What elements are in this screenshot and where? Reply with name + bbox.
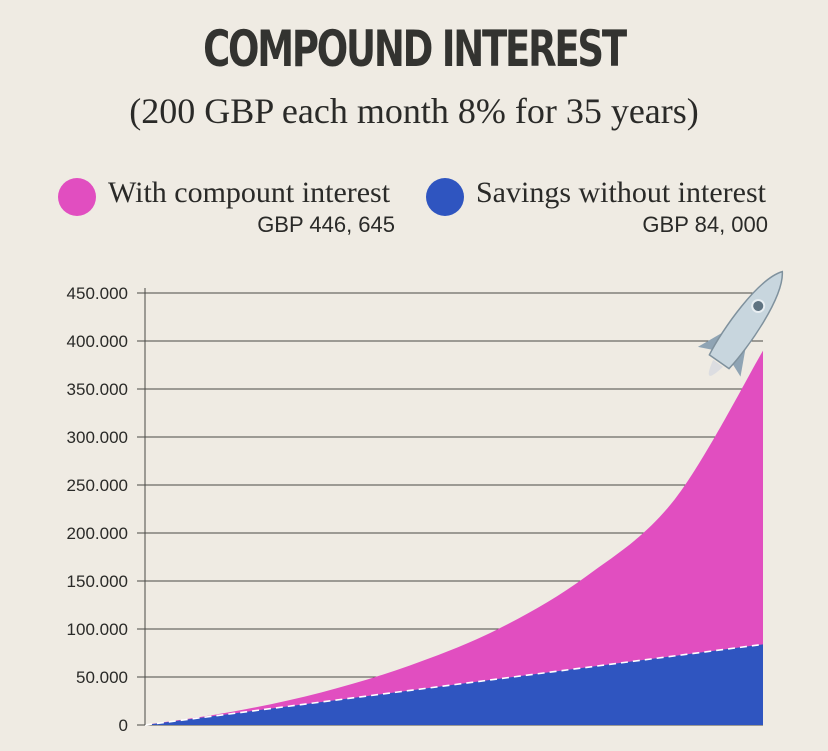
rocket-fin-left xyxy=(697,331,725,350)
savings-dashed-line xyxy=(144,643,764,726)
area-compound-interest xyxy=(145,350,763,725)
chart-subtitle: (200 GBP each month 8% for 35 years) xyxy=(129,91,699,131)
y-tick-label: 150.000 xyxy=(67,572,128,591)
rocket-graphic xyxy=(697,270,784,377)
legend-value-compound: GBP 446, 645 xyxy=(257,212,395,237)
legend-swatch-compound xyxy=(58,178,96,216)
legend-label-compound: With compount interest xyxy=(108,176,391,209)
chart-areas xyxy=(144,350,764,726)
y-tick-label: 250.000 xyxy=(67,476,128,495)
area-savings xyxy=(145,644,763,725)
y-axis: 0 50.000 100.000 150.000 200.000 250.000 300.0… xyxy=(67,284,146,735)
y-tick-label: 0 xyxy=(119,716,128,735)
legend-label-savings: Savings without interest xyxy=(476,176,766,209)
legend-swatch-savings xyxy=(426,178,464,216)
rocket-window xyxy=(751,299,766,314)
area-chart: 0 50.000 100.000 150.000 200.000 250.000 300.0… xyxy=(67,270,784,735)
chart-title: COMPOUND INTEREST xyxy=(203,20,627,78)
y-tick-label: 300.000 xyxy=(67,428,128,447)
rocket-exhaust xyxy=(708,359,723,376)
rocket-body xyxy=(708,270,784,370)
y-tick-label: 100.000 xyxy=(67,620,128,639)
y-tick-label: 200.000 xyxy=(67,524,128,543)
y-tick-label: 350.000 xyxy=(67,380,128,399)
legend-value-savings: GBP 84, 000 xyxy=(642,212,768,237)
y-tick-label: 50.000 xyxy=(76,668,128,687)
y-tick-label: 450.000 xyxy=(67,284,128,303)
y-tick-label: 400.000 xyxy=(67,332,128,351)
rocket-icon xyxy=(697,270,784,377)
